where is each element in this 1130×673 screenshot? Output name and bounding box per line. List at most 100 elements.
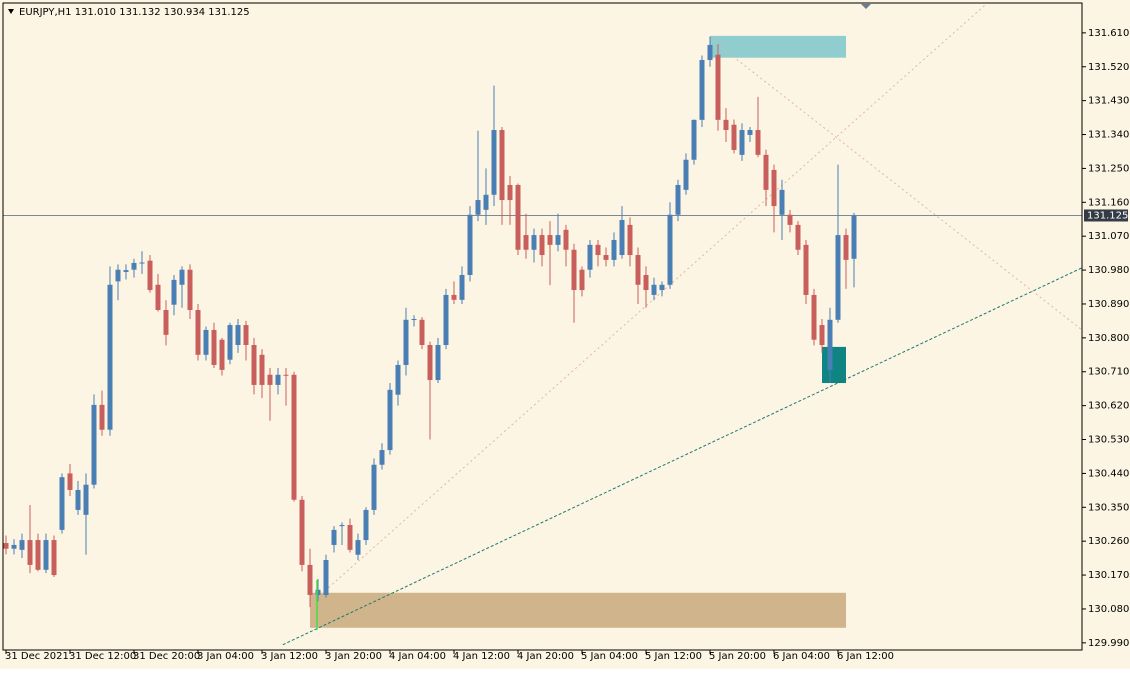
candle-body xyxy=(715,54,721,120)
candle-body xyxy=(147,260,153,291)
price-zone xyxy=(710,35,846,58)
candle-body xyxy=(707,44,713,60)
candle-body xyxy=(835,235,841,320)
x-tick-label: 31 Dec 12:00 xyxy=(69,651,136,662)
x-tick-label: 31 Dec 20:00 xyxy=(133,651,200,662)
x-tick-label: 5 Jan 12:00 xyxy=(645,651,702,662)
candle-body xyxy=(675,184,681,215)
x-tick-label: 4 Jan 20:00 xyxy=(517,651,574,662)
candle-body xyxy=(651,284,657,295)
y-tick-label: 130.350 xyxy=(1088,502,1129,513)
candle-body xyxy=(251,345,257,385)
candle-body xyxy=(299,499,305,565)
candle-body xyxy=(579,269,585,291)
candle-body xyxy=(843,235,849,260)
candle-body xyxy=(115,269,121,282)
candle-body xyxy=(787,214,793,225)
candle-body xyxy=(283,374,289,376)
y-tick-label: 130.980 xyxy=(1088,265,1129,276)
candle-body xyxy=(19,540,25,550)
candle-body xyxy=(171,279,177,305)
candle-body xyxy=(91,404,97,485)
candle-body xyxy=(323,560,329,596)
candle-body xyxy=(403,319,409,365)
candle-body xyxy=(435,345,441,381)
x-tick-label: 6 Jan 04:00 xyxy=(773,651,830,662)
candle-body xyxy=(371,464,377,510)
candle-body xyxy=(683,159,689,190)
candle-body xyxy=(635,255,641,285)
candle-body xyxy=(331,529,337,545)
candle-body xyxy=(395,364,401,395)
x-tick-label: 4 Jan 04:00 xyxy=(389,651,446,662)
candle-body xyxy=(107,284,113,430)
y-tick-label: 130.530 xyxy=(1088,435,1129,446)
trendline xyxy=(316,4,986,599)
x-tick-label: 3 Jan 20:00 xyxy=(325,651,382,662)
y-tick-label: 131.430 xyxy=(1088,96,1129,107)
candle-body xyxy=(795,224,801,250)
candle-body xyxy=(643,274,649,291)
candle-body xyxy=(443,294,449,346)
candle-body xyxy=(219,339,225,370)
candle-body xyxy=(363,509,369,541)
candle-body xyxy=(235,325,241,346)
trendline xyxy=(708,37,1083,331)
candle-body xyxy=(507,184,513,201)
candle-body xyxy=(59,477,65,530)
candle-body xyxy=(699,59,705,120)
y-tick-label: 131.340 xyxy=(1088,130,1129,141)
x-tick-label: 31 Dec 2021 xyxy=(5,651,69,662)
candle-body xyxy=(531,235,537,250)
candle-body xyxy=(3,543,9,549)
candle-body xyxy=(555,235,561,245)
candle-body xyxy=(571,249,577,291)
candle-body xyxy=(131,262,137,270)
candle-body xyxy=(563,229,569,250)
candle-body xyxy=(411,319,417,321)
y-tick-label: 131.160 xyxy=(1088,197,1129,208)
candle-body xyxy=(387,389,393,451)
current-price-box xyxy=(1084,209,1128,222)
candle-body xyxy=(379,450,385,465)
candle-body xyxy=(155,284,161,310)
candle-body xyxy=(35,540,41,570)
candle-body xyxy=(515,184,521,250)
candle-body xyxy=(595,244,601,256)
x-tick-label: 3 Jan 04:00 xyxy=(197,651,254,662)
plot-frame xyxy=(2,2,1083,651)
x-tick-label: 6 Jan 12:00 xyxy=(837,651,894,662)
candle-body xyxy=(467,214,473,275)
candle-body xyxy=(523,235,529,250)
shift-marker xyxy=(861,4,871,9)
candle-body xyxy=(755,130,761,155)
y-tick-label: 131.250 xyxy=(1088,163,1129,174)
candle-body xyxy=(771,169,777,207)
candle-body xyxy=(187,269,193,310)
candle-body xyxy=(723,119,729,131)
candle-body xyxy=(659,284,665,291)
chart-title: EURJPY,H1 131.010 131.132 130.934 131.12… xyxy=(19,7,250,18)
y-tick-label: 130.170 xyxy=(1088,570,1129,581)
candle-body xyxy=(315,589,321,596)
y-tick-label: 131.520 xyxy=(1088,62,1129,73)
candle-body xyxy=(587,244,593,270)
candle-body xyxy=(307,564,313,596)
candle-body xyxy=(779,189,785,215)
candle-body xyxy=(419,319,425,346)
candle-body xyxy=(427,345,433,381)
current-price-label: 131.125 xyxy=(1087,210,1128,221)
candle-body xyxy=(763,154,769,190)
candle-body xyxy=(491,130,497,195)
candle-body xyxy=(275,374,281,385)
price-zone xyxy=(310,592,846,628)
price-zone xyxy=(822,346,846,384)
candle-body xyxy=(483,194,489,210)
x-tick-label: 5 Jan 20:00 xyxy=(709,651,766,662)
candle-body xyxy=(619,220,625,256)
x-tick-label: 4 Jan 12:00 xyxy=(453,651,510,662)
candle-body xyxy=(731,124,737,150)
candle-body xyxy=(179,269,185,285)
